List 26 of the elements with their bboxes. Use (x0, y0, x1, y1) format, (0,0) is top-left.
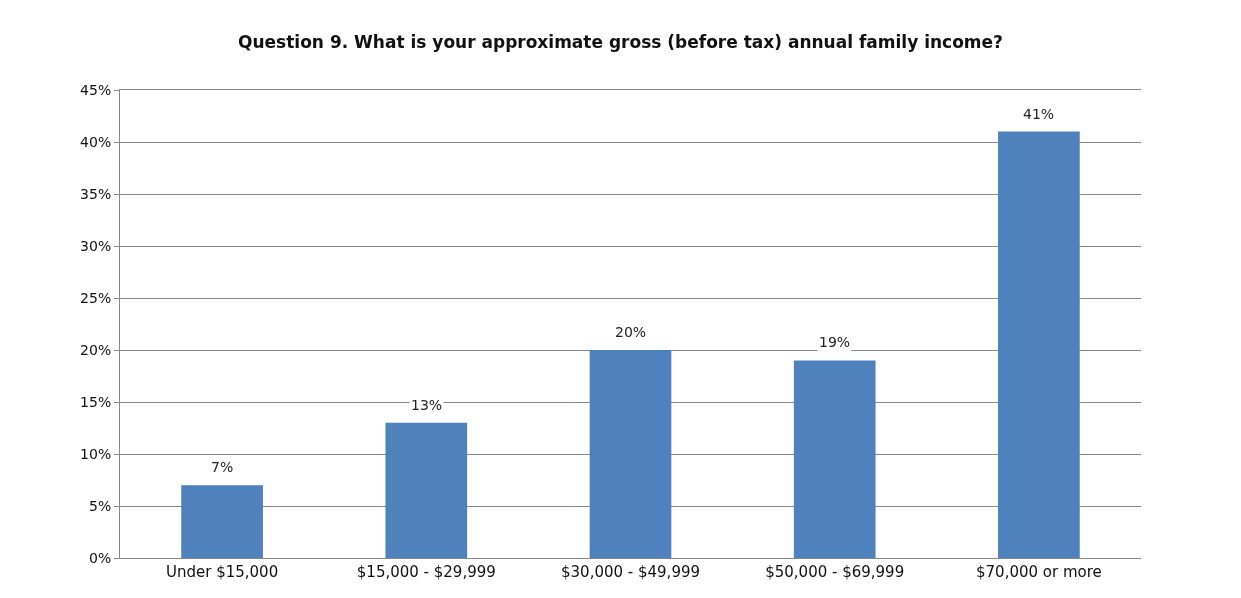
x-tick-label: $30,000 - $49,999 (560, 563, 701, 581)
bar (385, 422, 468, 558)
data-label: 19% (819, 334, 851, 350)
x-tick-label: $70,000 or more (976, 563, 1102, 581)
x-tick-label: Under $15,000 (166, 563, 279, 581)
chart-title: Question 9. What is your approximate gross (before tax) annual family income? (238, 31, 1003, 52)
y-tick-label: 5% (88, 497, 112, 514)
bar (998, 131, 1080, 558)
y-tick-label: 45% (80, 81, 112, 98)
x-tick-label: $50,000 - $69,999 (765, 563, 905, 581)
y-tick-label: 10% (80, 445, 112, 462)
data-label: 41% (1023, 106, 1055, 122)
y-tick-label: 15% (80, 393, 112, 410)
y-tick-label: 0% (88, 549, 112, 566)
y-tick-label: 20% (80, 341, 112, 358)
y-tick-label: 25% (80, 289, 112, 306)
y-tick-label: 40% (80, 133, 112, 150)
data-label: 13% (411, 397, 443, 413)
data-label: 20% (615, 324, 647, 340)
x-tick-label: $15,000 - $29,999 (356, 563, 496, 581)
y-tick-label: 35% (80, 185, 112, 202)
bar (589, 350, 672, 558)
y-tick-label: 30% (80, 237, 112, 254)
data-label: 7% (211, 459, 234, 475)
bar (181, 485, 263, 558)
bar (793, 360, 876, 558)
